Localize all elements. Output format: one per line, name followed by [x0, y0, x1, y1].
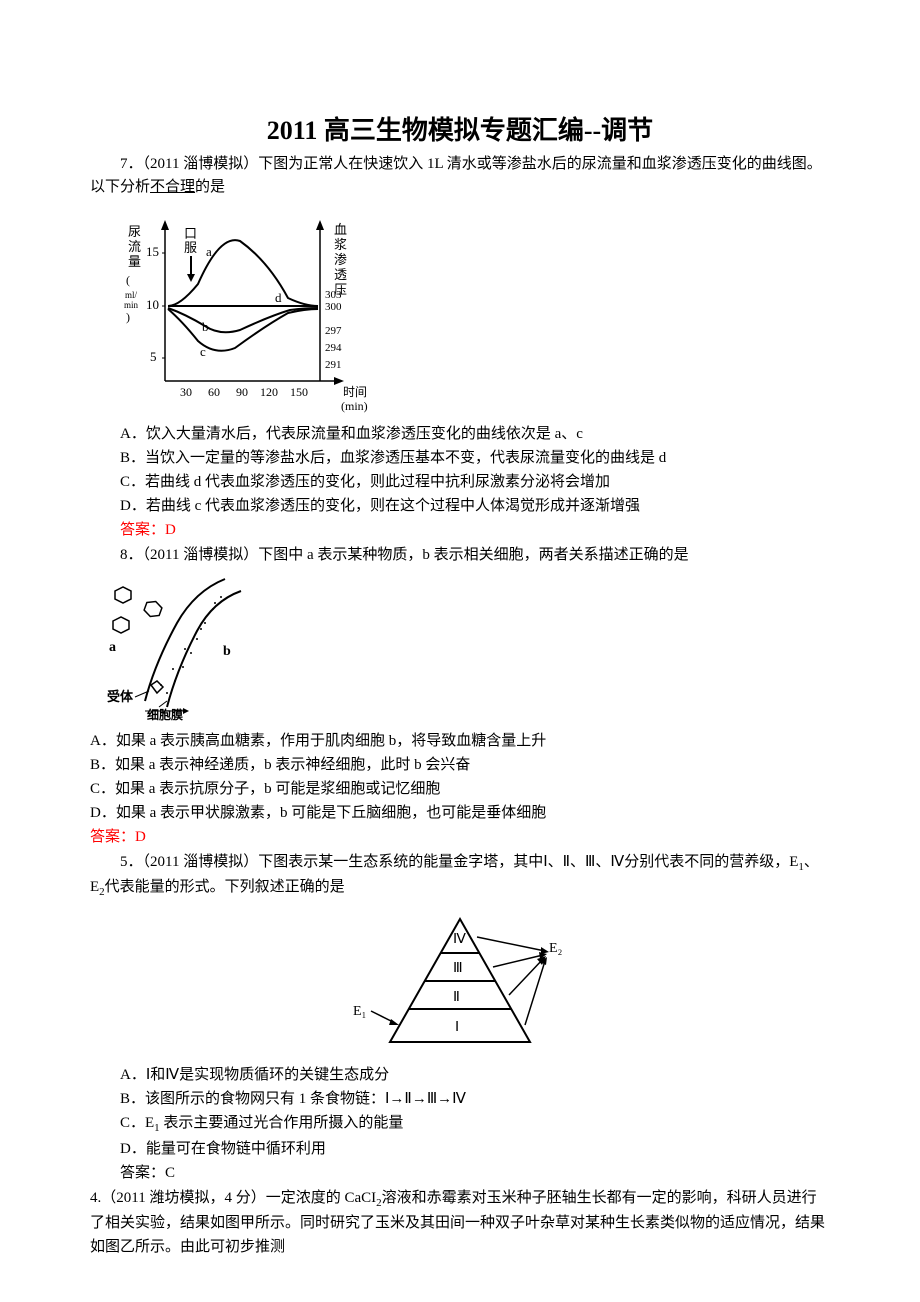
q7-opt-a: A．饮入大量清水后，代表尿流量和血浆渗透压变化的曲线依次是 a、c [120, 422, 830, 446]
q7-opt-b: B．当饮入一定量的等渗盐水后，血浆渗透压基本不变，代表尿流量变化的曲线是 d [120, 446, 830, 470]
y-left-10: 10 [146, 297, 159, 312]
y-right-lab1: 血 [334, 222, 347, 237]
q8-opt-c: C．如果 a 表示抗原分子，b 可能是浆细胞或记忆细胞 [90, 777, 830, 801]
lvl-2: Ⅱ [453, 990, 460, 1005]
ann-fu: 服 [184, 240, 197, 255]
y-left-lab7: ) [126, 310, 130, 324]
y-right-lab3: 渗 [334, 252, 347, 267]
label-a: a [109, 640, 116, 655]
curve-a: a [206, 244, 212, 259]
q7-stem-underline: 不合理 [150, 179, 195, 195]
q7-chart-svg: 15 10 5 尿 流 量 ( ml/ min ) 血 浆 渗 透 压 303 … [120, 206, 380, 416]
label-b: b [223, 644, 231, 659]
x-lab-min: (min) [341, 399, 368, 413]
y-left-lab6: min [124, 300, 139, 310]
y-left-15: 15 [146, 244, 159, 259]
e1-label: E₁ [353, 1004, 366, 1019]
q7-stem: 7．（2011 淄博模拟）下图为正常人在快速饮入 1L 清水或等渗盐水后的尿流量… [90, 153, 830, 200]
y-right-291: 291 [325, 359, 342, 371]
q5-opt-c-p1: C．E [120, 1115, 154, 1131]
q4-stem-p1: 4.（2011 潍坊模拟，4 分）一定浓度的 CaCI [90, 1190, 376, 1206]
q5-opt-d: D．能量可在食物链中循环利用 [120, 1137, 830, 1161]
y-left-5: 5 [150, 349, 157, 364]
q8-opt-d: D．如果 a 表示甲状腺激素，b 可能是下丘脑细胞，也可能是垂体细胞 [90, 801, 830, 825]
x-lab-time: 时间 [343, 385, 367, 399]
x-120: 120 [260, 385, 278, 399]
y-right-lab2: 浆 [334, 237, 347, 252]
q7-opt-c: C．若曲线 d 代表血浆渗透压的变化，则此过程中抗利尿激素分泌将会增加 [120, 470, 830, 494]
q7-opt-d: D．若曲线 c 代表血浆渗透压的变化，则在这个过程中人体渴觉形成并逐渐增强 [120, 494, 830, 518]
q8-stem: 8．（2011 淄博模拟）下图中 a 表示某种物质，b 表示相关细胞，两者关系描… [90, 544, 830, 567]
q5-answer: 答案：C [120, 1161, 830, 1185]
lvl-4: Ⅳ [453, 932, 466, 947]
q5-stem-p3: 代表能量的形式。下列叙述正确的是 [105, 879, 345, 895]
x-90: 90 [236, 385, 248, 399]
y-right-lab4: 透 [334, 267, 347, 282]
q5-stem: 5．（2011 淄博模拟）下图表示某一生态系统的能量金字塔，其中Ⅰ、Ⅱ、Ⅲ、Ⅳ分… [90, 851, 830, 901]
y-right-303: 303 [325, 289, 342, 301]
q8-diagram-svg: a b 受体 细胞膜 [105, 573, 255, 723]
label-membrane: 细胞膜 [147, 707, 183, 722]
y-right-300: 300 [325, 301, 342, 313]
y-left-lab5: ml/ [125, 290, 138, 300]
y-right-294: 294 [325, 342, 342, 354]
q7-figure: 15 10 5 尿 流 量 ( ml/ min ) 血 浆 渗 透 压 303 … [120, 206, 830, 416]
q8-figure: a b 受体 细胞膜 [105, 573, 830, 723]
q5-opt-b: B．该图所示的食物网只有 1 条食物链：Ⅰ→Ⅱ→Ⅲ→Ⅳ [120, 1087, 830, 1111]
ann-kou: 口 [184, 226, 197, 241]
label-receptor: 受体 [107, 689, 134, 704]
page-title: 2011 高三生物模拟专题汇编--调节 [90, 110, 830, 147]
y-left-lab2: 流 [128, 239, 141, 254]
q5-stem-p1: 5．（2011 淄博模拟）下图表示某一生态系统的能量金字塔，其中Ⅰ、Ⅱ、Ⅲ、Ⅳ分… [120, 854, 798, 870]
q8-answer: 答案：D [90, 825, 830, 849]
x-150: 150 [290, 385, 308, 399]
q5-opt-c: C．E1 表示主要通过光合作用所摄入的能量 [120, 1111, 830, 1138]
e2-label: E₂ [549, 941, 563, 956]
curve-b: b [202, 319, 209, 334]
q5-pyramid-svg: Ⅳ Ⅲ Ⅱ Ⅰ E₁ E₂ [345, 907, 575, 1057]
y-right-297: 297 [325, 325, 342, 337]
q7-answer: 答案：D [120, 518, 830, 542]
q5-opt-a: A．Ⅰ和Ⅳ是实现物质循环的关键生态成分 [120, 1063, 830, 1087]
q5-figure: Ⅳ Ⅲ Ⅱ Ⅰ E₁ E₂ [90, 907, 830, 1057]
q7-stem-after: 的是 [195, 179, 225, 195]
q4-stem: 4.（2011 潍坊模拟，4 分）一定浓度的 CaCI2溶液和赤霉素对玉米种子胚… [90, 1187, 830, 1259]
y-left-lab4: ( [126, 273, 130, 287]
y-left-lab1: 尿 [128, 224, 141, 239]
y-left-lab3: 量 [128, 254, 141, 269]
q8-opt-b: B．如果 a 表示神经递质，b 表示神经细胞，此时 b 会兴奋 [90, 753, 830, 777]
page-container: 2011 高三生物模拟专题汇编--调节 7．（2011 淄博模拟）下图为正常人在… [0, 0, 920, 1301]
lvl-3: Ⅲ [453, 961, 463, 976]
x-60: 60 [208, 385, 220, 399]
q5-opt-c-p2: 表示主要通过光合作用所摄入的能量 [160, 1115, 404, 1131]
lvl-1: Ⅰ [455, 1020, 459, 1035]
q8-opt-a: A．如果 a 表示胰高血糖素，作用于肌肉细胞 b，将导致血糖含量上升 [90, 729, 830, 753]
curve-d: d [275, 290, 282, 305]
x-30: 30 [180, 385, 192, 399]
curve-c: c [200, 344, 206, 359]
